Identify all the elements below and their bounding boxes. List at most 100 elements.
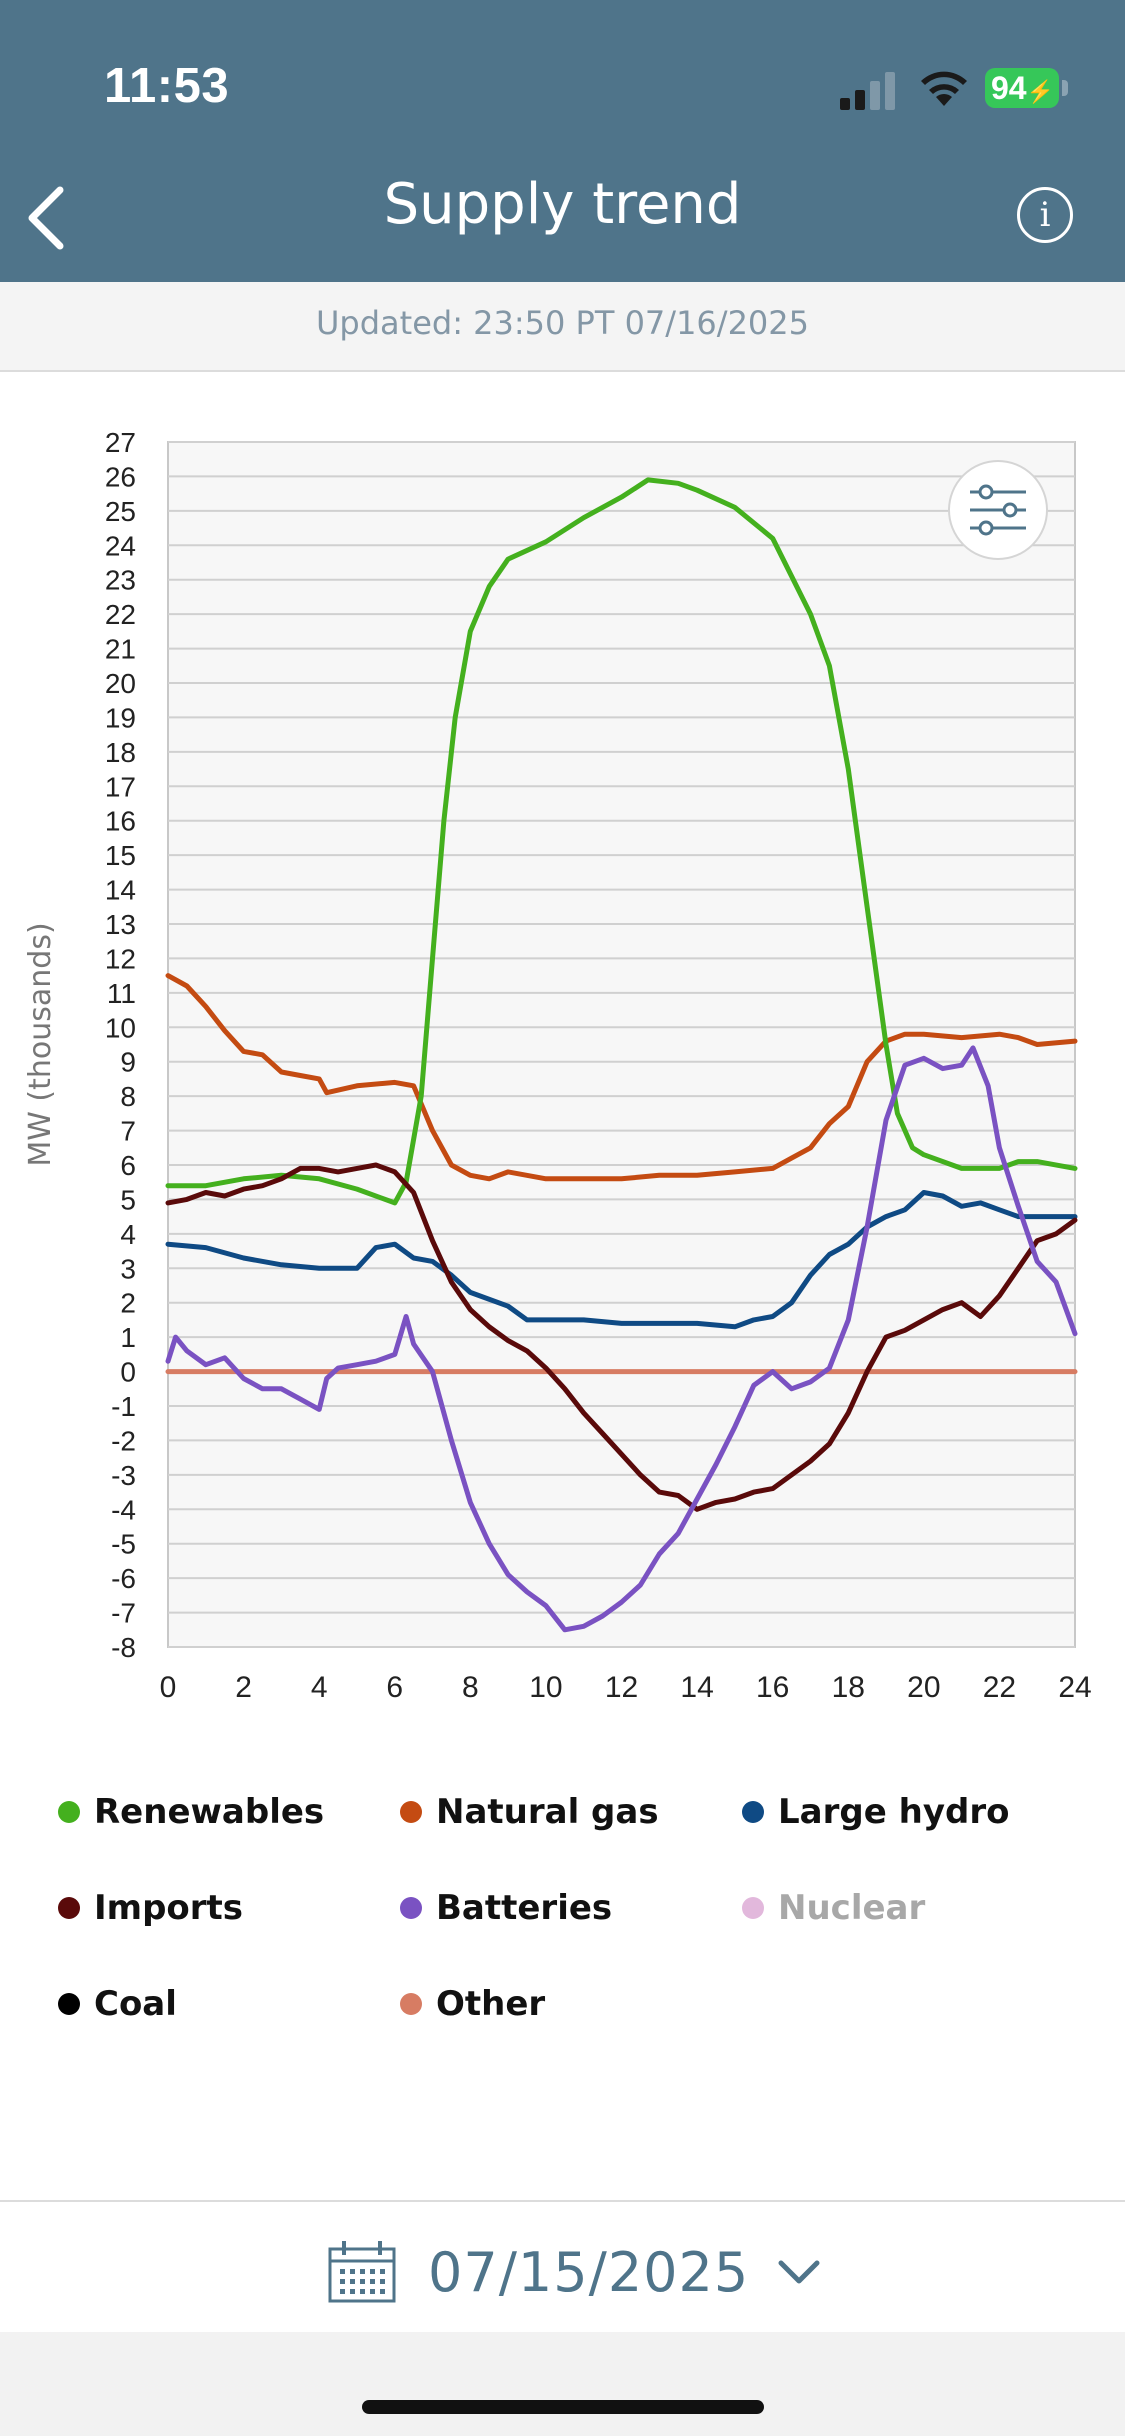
app-header: 11:53 94⚡ Supply trend i (0, 0, 1125, 282)
grid (168, 441, 1075, 1648)
y-axis-ticks: -8-7-6-5-4-3-2-1012345678910111213141516… (105, 427, 136, 1663)
legend-item-nuclear[interactable]: Nuclear (742, 1883, 925, 1933)
series-line-renewables (165, 477, 1078, 1206)
plot-area (167, 441, 1076, 1648)
legend-item-renewables[interactable]: Renewables (58, 1787, 324, 1837)
legend-item-batteries[interactable]: Batteries (400, 1883, 612, 1933)
y-tick-label: 5 (120, 1184, 136, 1215)
y-tick-label: 18 (105, 737, 136, 768)
y-tick-label: 3 (120, 1253, 136, 1284)
series-line-imports (165, 1162, 1078, 1512)
legend-label: Renewables (94, 1792, 325, 1832)
calendar-icon (328, 2241, 396, 2303)
y-tick-label: -1 (111, 1391, 136, 1422)
x-tick-label: 12 (605, 1671, 638, 1704)
info-button[interactable]: i (1017, 187, 1073, 243)
y-tick-label: 22 (105, 599, 136, 630)
y-tick-label: 13 (105, 909, 136, 940)
legend-swatch (58, 1993, 80, 2015)
legend-label: Natural gas (436, 1792, 659, 1832)
y-tick-label: -2 (111, 1425, 136, 1456)
legend-label: Nuclear (778, 1888, 926, 1928)
chevron-left-icon (28, 186, 64, 250)
filter-button[interactable] (948, 460, 1048, 560)
y-tick-label: -4 (111, 1494, 136, 1525)
y-tick-label: 9 (120, 1047, 136, 1078)
selected-date: 07/15/2025 (428, 2240, 750, 2304)
y-tick-label: -7 (111, 1598, 136, 1629)
page-title: Supply trend (383, 172, 742, 237)
y-tick-label: 10 (105, 1012, 136, 1043)
y-tick-label: 14 (105, 875, 136, 906)
legend-label: Coal (94, 1984, 177, 2024)
y-tick-label: 12 (105, 943, 136, 974)
legend-item-natural-gas[interactable]: Natural gas (400, 1787, 659, 1837)
series-lines (165, 477, 1078, 1633)
y-tick-label: 27 (105, 427, 136, 458)
series-line-batteries (165, 1045, 1078, 1633)
series-line-natural-gas (165, 973, 1078, 1182)
legend-item-coal[interactable]: Coal (58, 1979, 177, 2029)
y-tick-label: 20 (105, 668, 136, 699)
y-tick-label: 21 (105, 634, 136, 665)
y-tick-label: 6 (120, 1150, 136, 1181)
chevron-down-icon (778, 2260, 820, 2284)
y-tick-label: 4 (120, 1219, 136, 1250)
x-tick-label: 14 (680, 1671, 713, 1704)
y-tick-label: 19 (105, 702, 136, 733)
x-tick-label: 16 (756, 1671, 789, 1704)
y-tick-label: 11 (107, 978, 136, 1009)
x-tick-label: 2 (235, 1671, 252, 1704)
legend-swatch (400, 1897, 422, 1919)
battery-level: 94 (991, 70, 1027, 106)
y-tick-label: 7 (120, 1116, 136, 1147)
legend-swatch (58, 1897, 80, 1919)
y-tick-label: -8 (111, 1632, 136, 1663)
y-tick-label: 8 (120, 1081, 136, 1112)
wifi-icon (921, 71, 967, 106)
date-picker[interactable]: 07/15/2025 (326, 2232, 821, 2312)
y-tick-label: 1 (120, 1322, 136, 1353)
x-tick-label: 4 (311, 1671, 328, 1704)
updated-timestamp: Updated: 23:50 PT 07/16/2025 (316, 304, 809, 342)
legend-item-imports[interactable]: Imports (58, 1883, 243, 1933)
chart-legend: Renewables Natural gas Large hydro Imports B… (0, 1760, 1125, 2060)
supply-trend-chart: -8-7-6-5-4-3-2-1012345678910111213141516… (23, 427, 1092, 1704)
legend-label: Batteries (436, 1888, 613, 1928)
updated-bar: Updated: 23:50 PT 07/16/2025 (0, 282, 1125, 372)
battery-tip (1062, 80, 1068, 96)
y-tick-label: -6 (111, 1563, 136, 1594)
sliders-icon (970, 484, 1026, 536)
home-area (0, 2332, 1125, 2436)
legend-swatch (400, 1801, 422, 1823)
battery-indicator: 94⚡ (985, 68, 1059, 108)
y-tick-label: 17 (105, 771, 136, 802)
status-time: 11:53 (104, 59, 230, 113)
cellular-signal-icon (840, 72, 895, 110)
legend-label: Large hydro (778, 1792, 1010, 1832)
x-tick-label: 6 (386, 1671, 403, 1704)
info-icon: i (1039, 195, 1051, 235)
x-tick-label: 18 (832, 1671, 865, 1704)
legend-label: Imports (94, 1888, 244, 1928)
date-bar: 07/15/2025 (0, 2200, 1125, 2332)
legend-item-other[interactable]: Other (400, 1979, 545, 2029)
series-line-large-hydro (165, 1190, 1078, 1330)
legend-swatch (400, 1993, 422, 2015)
y-tick-label: 24 (105, 530, 136, 561)
x-tick-label: 10 (529, 1671, 562, 1704)
y-tick-label: -5 (111, 1529, 136, 1560)
back-button[interactable] (20, 178, 90, 258)
y-tick-label: 16 (105, 806, 136, 837)
legend-item-large-hydro[interactable]: Large hydro (742, 1787, 1009, 1837)
y-tick-label: 25 (105, 496, 136, 527)
x-tick-label: 24 (1058, 1671, 1091, 1704)
x-tick-label: 8 (462, 1671, 479, 1704)
x-tick-label: 0 (160, 1671, 177, 1704)
home-indicator[interactable] (362, 2400, 764, 2414)
x-axis-ticks: 0 2 4 6 8 10 12 14 16 18 20 22 24 (160, 1671, 1092, 1704)
legend-label: Other (436, 1984, 546, 2024)
y-tick-label: 26 (105, 461, 136, 492)
y-tick-label: -3 (111, 1460, 136, 1491)
y-axis-label: MW (thousands) (23, 922, 58, 1166)
